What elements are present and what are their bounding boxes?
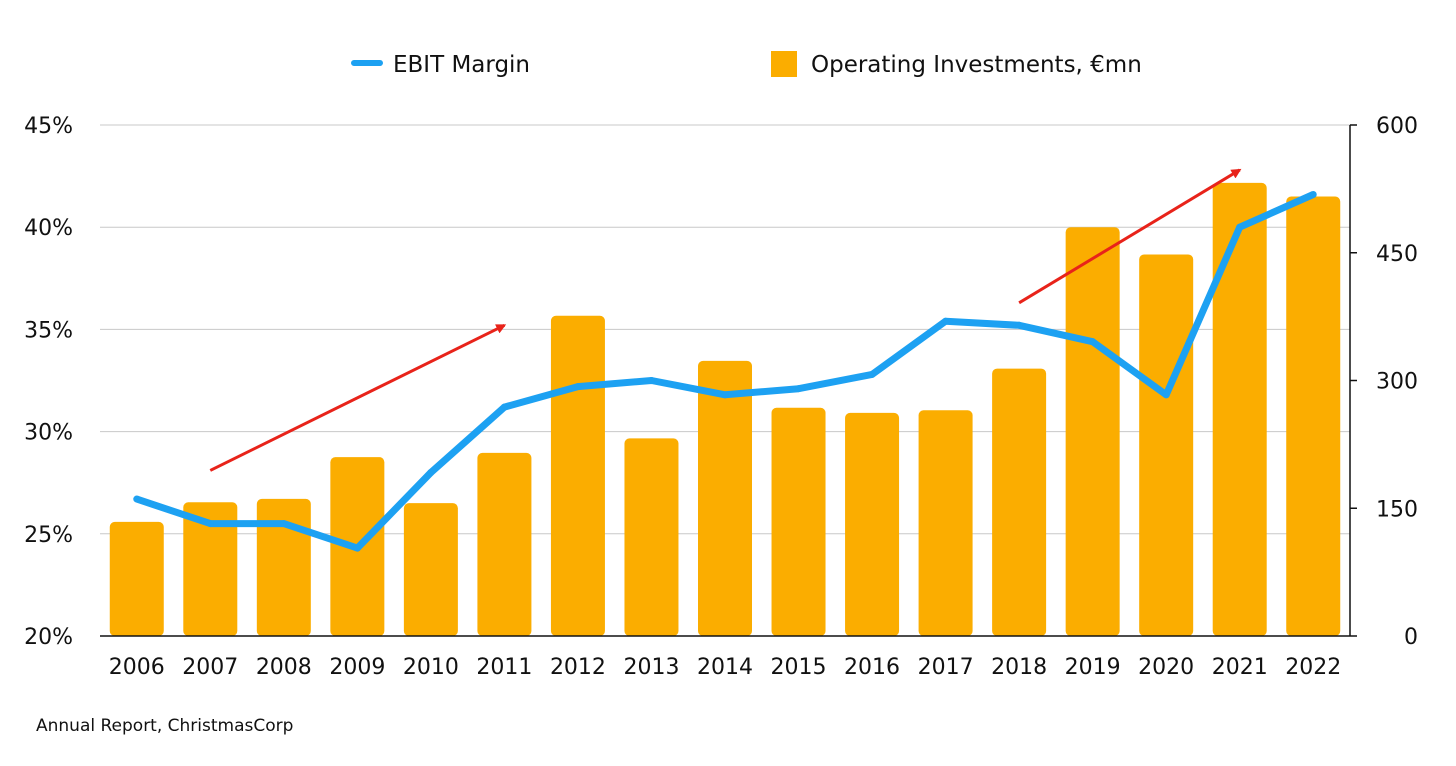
bar-2007 [183,502,238,636]
x-axis-label-2008: 2008 [256,655,312,680]
bar-2022 [1286,196,1341,637]
bar-2006 [109,521,164,636]
bar-series [109,182,1341,637]
line-series [133,190,1317,552]
point-ebit-2017 [942,317,950,325]
right-axis-label-3: 450 [1376,242,1418,267]
bar-2012 [550,315,605,636]
legend-label-ebit-margin: EBIT Margin [393,52,530,78]
point-ebit-2010 [427,468,435,476]
point-ebit-2018 [1015,321,1023,329]
bar-2018 [992,368,1047,636]
trend-arrow-2 [1018,168,1242,305]
point-ebit-2014 [721,391,729,399]
x-axis-label-2009: 2009 [329,655,385,680]
left-axis-label-5: 45% [24,114,73,139]
x-axis-label-2020: 2020 [1138,655,1194,680]
left-axis-label-3: 35% [24,318,73,343]
right-axis-label-2: 300 [1376,370,1418,395]
bar-2021 [1212,182,1267,636]
point-ebit-2022 [1309,190,1317,198]
x-axis-label-2016: 2016 [844,655,900,680]
x-axis-label-2018: 2018 [991,655,1047,680]
x-axis-label-2012: 2012 [550,655,606,680]
x-axis-label-2019: 2019 [1065,655,1121,680]
x-axis-label-2015: 2015 [771,655,827,680]
bar-2010 [403,503,458,636]
legend-label-operating-investments: Operating Investments, €mn [811,52,1142,78]
point-ebit-2020 [1162,391,1170,399]
x-axis-label-2013: 2013 [623,655,679,680]
bar-2013 [624,438,679,636]
point-ebit-2009 [353,544,361,552]
x-axis-label-2011: 2011 [476,655,532,680]
point-ebit-2012 [574,383,582,391]
bar-2015 [771,407,826,636]
point-ebit-2008 [280,520,288,528]
axes [100,124,1357,637]
right-axis-label-0: 0 [1404,625,1418,650]
point-ebit-2021 [1236,223,1244,231]
point-ebit-2019 [1089,338,1097,346]
point-ebit-2011 [500,403,508,411]
trend-arrow-1 [209,323,507,472]
point-ebit-2015 [795,385,803,393]
point-ebit-2007 [206,520,214,528]
bar-2008 [256,498,311,636]
x-axis-label-2014: 2014 [697,655,753,680]
x-axis-label-2022: 2022 [1285,655,1341,680]
tick-labels: 20% 25% 30% 35% 40% 45% 0 150 300 450 600 2006 2007 2… [24,114,1418,680]
left-axis-label-2: 30% [24,421,73,446]
bar-2016 [845,412,900,636]
point-ebit-2006 [133,495,141,503]
bar-2011 [477,452,532,636]
x-axis-label-2006: 2006 [109,655,165,680]
bar-2020 [1139,254,1194,636]
x-axis-label-2010: 2010 [403,655,459,680]
legend: EBIT Margin Operating Investments, €mn [351,51,1142,78]
x-axis-label-2021: 2021 [1212,655,1268,680]
x-axis-label-2017: 2017 [918,655,974,680]
left-axis-label-4: 40% [24,216,73,241]
bar-2017 [918,410,973,636]
right-axis-label-1: 150 [1376,497,1418,522]
left-axis-label-1: 25% [24,523,73,548]
bar-2014 [698,360,752,636]
legend-swatch-operating-investments [771,51,797,77]
point-ebit-2013 [647,377,655,384]
annotations [209,168,1242,472]
point-ebit-2016 [868,370,876,378]
right-axis-label-4: 600 [1376,114,1418,139]
source-note: Annual Report, ChristmasCorp [36,716,294,736]
x-axis-label-2007: 2007 [182,655,238,680]
bar-2019 [1065,227,1120,636]
left-axis-label-0: 20% [24,625,73,650]
